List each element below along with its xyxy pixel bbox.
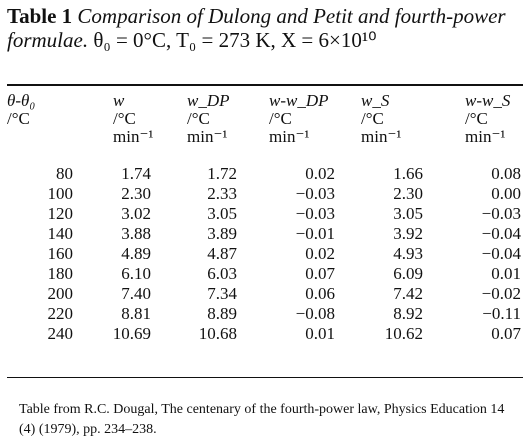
column-unit-rate: min⁻¹ xyxy=(465,127,506,146)
table-cell: 1.74 xyxy=(121,164,151,183)
column-unit: /°C xyxy=(269,109,292,128)
column-unit-rate: min⁻¹ xyxy=(113,127,154,146)
caption-lead: Table 1 xyxy=(7,4,73,28)
table-cell: −0.04 xyxy=(481,224,521,243)
column-symbol: w_DP xyxy=(187,91,230,110)
table-cell: −0.01 xyxy=(295,224,335,243)
table-cell: 120 xyxy=(47,204,74,223)
table-cell: −0.03 xyxy=(481,204,521,223)
table-cell: 6.10 xyxy=(121,264,151,283)
table-cell: 80 xyxy=(56,164,73,183)
table-cell: 10.62 xyxy=(384,324,423,343)
table-cell: 3.88 xyxy=(121,224,151,243)
table-cell: 8.89 xyxy=(207,304,237,323)
column-unit-rate: min⁻¹ xyxy=(187,127,228,146)
column-symbol: w xyxy=(113,91,125,110)
caption-conditions: θ₀ = 0°C, T₀ = 273 K, X = 6×10¹⁰ xyxy=(93,28,377,52)
table-row: 160 4.89 4.87 0.02 4.93 −0.04 xyxy=(7,244,523,264)
table-cell: 3.05 xyxy=(207,204,237,223)
table-cell: 3.89 xyxy=(207,224,237,243)
table-cell: 0.02 xyxy=(305,164,335,183)
caption-text: Comparison of Dulong and Petit and fourt… xyxy=(7,4,506,52)
table-cell: 7.34 xyxy=(207,284,237,303)
column-header: w_S /°C min⁻¹ xyxy=(341,92,425,164)
table-row: 220 8.81 8.89 −0.08 8.92 −0.11 xyxy=(7,304,523,324)
table-cell: 100 xyxy=(47,184,74,203)
table-cell: 0.00 xyxy=(491,184,521,203)
table-row: 140 3.88 3.89 −0.01 3.92 −0.04 xyxy=(7,224,523,244)
table-row: 240 10.69 10.68 0.01 10.62 0.07 xyxy=(7,324,523,344)
column-unit: /°C xyxy=(7,109,30,128)
table-cell: 0.02 xyxy=(305,244,335,263)
table-cell: 1.66 xyxy=(393,164,423,183)
table-cell: 0.06 xyxy=(305,284,335,303)
table-cell: −0.02 xyxy=(481,284,521,303)
table-cell: 7.42 xyxy=(393,284,423,303)
column-unit-rate: min⁻¹ xyxy=(361,127,402,146)
table-cell: 3.02 xyxy=(121,204,151,223)
column-unit-rate: min⁻¹ xyxy=(269,127,310,146)
comparison-table: θ-θ₀ /°C w /°C min⁻¹ w_DP /°C min⁻¹ w-w_… xyxy=(7,92,523,344)
column-header: w-w_DP /°C min⁻¹ xyxy=(241,92,341,164)
column-unit-rate xyxy=(7,128,73,148)
column-unit: /°C xyxy=(465,109,488,128)
table-cell: −0.11 xyxy=(482,304,521,323)
table-row: 180 6.10 6.03 0.07 6.09 0.01 xyxy=(7,264,523,284)
table-cell: 8.81 xyxy=(121,304,151,323)
table-cell: 6.03 xyxy=(207,264,237,283)
table-row: 120 3.02 3.05 −0.03 3.05 −0.03 xyxy=(7,204,523,224)
table-cell: 4.87 xyxy=(207,244,237,263)
table-cell: 0.07 xyxy=(305,264,335,283)
table-header-row: θ-θ₀ /°C w /°C min⁻¹ w_DP /°C min⁻¹ w-w_… xyxy=(7,92,523,164)
table-cell: −0.03 xyxy=(295,204,335,223)
table-bottom-rule xyxy=(7,377,523,378)
column-unit: /°C xyxy=(187,109,210,128)
column-header: w_DP /°C min⁻¹ xyxy=(157,92,241,164)
table-cell: 4.93 xyxy=(393,244,423,263)
table-cell: −0.03 xyxy=(295,184,335,203)
table-cell: −0.08 xyxy=(295,304,335,323)
table-cell: 0.07 xyxy=(491,324,521,343)
table-cell: 4.89 xyxy=(121,244,151,263)
table-cell: 3.05 xyxy=(393,204,423,223)
table-cell: −0.04 xyxy=(481,244,521,263)
column-header: w-w_S /°C min⁻¹ xyxy=(425,92,523,164)
table-cell: 1.72 xyxy=(207,164,237,183)
table-cell: 2.33 xyxy=(207,184,237,203)
table-cell: 140 xyxy=(47,224,74,243)
table-cell: 200 xyxy=(47,284,74,303)
table-cell: 220 xyxy=(47,304,74,323)
column-header: w /°C min⁻¹ xyxy=(73,92,157,164)
table-cell: 0.01 xyxy=(491,264,521,283)
table-top-rule xyxy=(7,84,523,86)
column-unit: /°C xyxy=(361,109,384,128)
table-cell: 3.92 xyxy=(393,224,423,243)
column-symbol: w_S xyxy=(361,91,390,110)
table-cell: 0.01 xyxy=(305,324,335,343)
table-cell: 160 xyxy=(47,244,74,263)
table-cell: 10.68 xyxy=(198,324,237,343)
table-caption: Table 1 Comparison of Dulong and Petit a… xyxy=(7,4,525,52)
table-row: 80 1.74 1.72 0.02 1.66 0.08 xyxy=(7,164,523,184)
column-symbol: w-w_S xyxy=(465,91,511,110)
table-cell: 0.08 xyxy=(491,164,521,183)
source-citation: Table from R.C. Dougal, The centenary of… xyxy=(19,402,505,437)
table-cell: 2.30 xyxy=(121,184,151,203)
table-cell: 10.69 xyxy=(112,324,151,343)
table-cell: 240 xyxy=(47,324,74,343)
table-row: 200 7.40 7.34 0.06 7.42 −0.02 xyxy=(7,284,523,304)
table-cell: 7.40 xyxy=(121,284,151,303)
table-cell: 2.30 xyxy=(393,184,423,203)
table-row: 100 2.30 2.33 −0.03 2.30 0.00 xyxy=(7,184,523,204)
column-header: θ-θ₀ /°C xyxy=(7,92,73,164)
table-cell: 6.09 xyxy=(393,264,423,283)
table-cell: 8.92 xyxy=(393,304,423,323)
column-unit: /°C xyxy=(113,109,136,128)
column-symbol: θ-θ₀ xyxy=(7,91,36,110)
column-symbol: w-w_DP xyxy=(269,91,329,110)
table-cell: 180 xyxy=(47,264,74,283)
